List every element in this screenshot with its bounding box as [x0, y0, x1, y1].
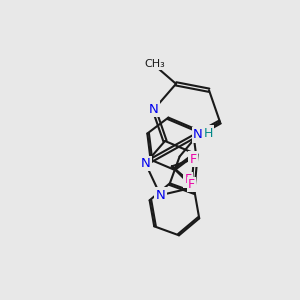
Text: F: F [184, 173, 191, 186]
Text: F: F [188, 178, 195, 191]
Text: N: N [155, 189, 165, 202]
Text: F: F [189, 153, 197, 166]
Text: CH₃: CH₃ [144, 59, 165, 69]
Text: H: H [204, 127, 213, 140]
Text: N: N [141, 157, 150, 170]
Text: N: N [149, 103, 159, 116]
Text: N: N [193, 128, 203, 141]
